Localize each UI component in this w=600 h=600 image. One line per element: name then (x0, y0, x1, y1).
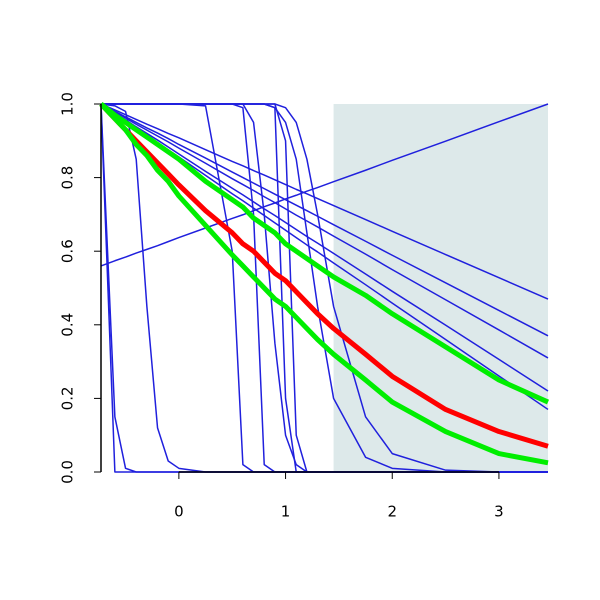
line (99, 102, 549, 449)
line (100, 103, 549, 392)
line (99, 102, 549, 466)
line (100, 103, 549, 267)
x-tick-label: 2 (387, 503, 397, 521)
y-tick-label: 0.2 (59, 386, 77, 410)
y-tick-label: 0.4 (59, 313, 77, 337)
line (100, 103, 549, 337)
x-tick-label: 3 (494, 503, 504, 521)
line (100, 103, 549, 359)
y-tick-label: 1.0 (59, 92, 77, 116)
y-tick-label: 0.8 (59, 166, 77, 190)
y-tick-label: 0.0 (59, 460, 77, 484)
line (101, 103, 548, 473)
line (99, 102, 550, 405)
y-tick-label: 0.6 (59, 239, 77, 263)
x-tick-label: 1 (281, 503, 291, 521)
x-tick-label: 0 (174, 503, 184, 521)
